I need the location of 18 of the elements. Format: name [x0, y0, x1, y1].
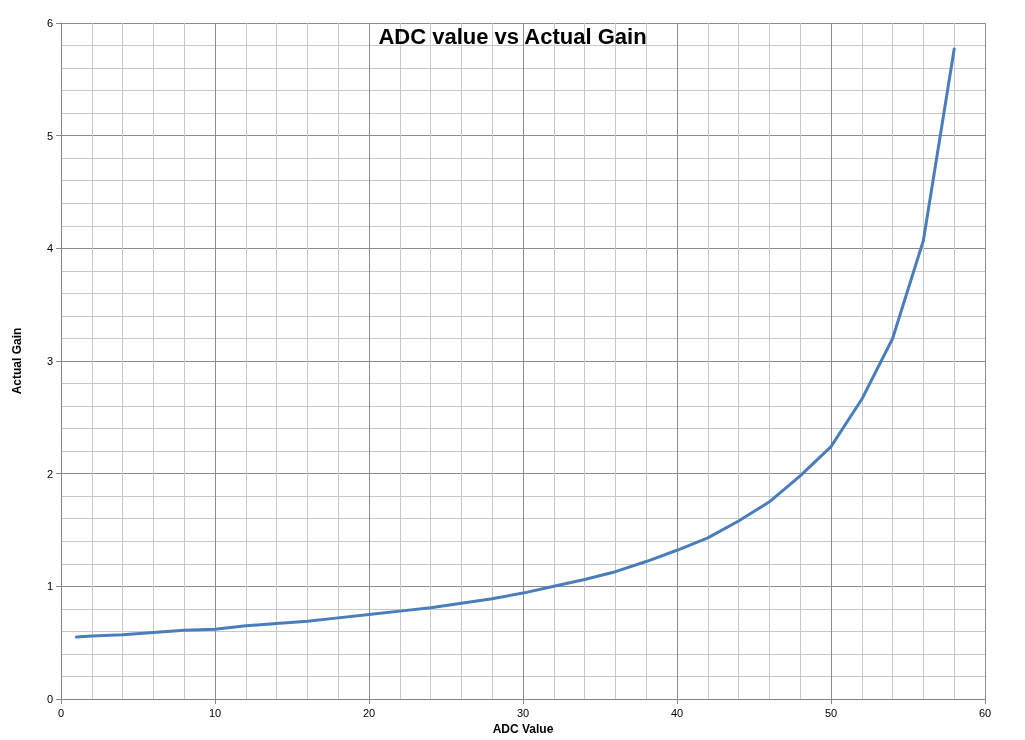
y-axis-title: Actual Gain [10, 327, 24, 395]
y-tick-label: 5 [46, 129, 53, 142]
x-tick-label: 40 [670, 706, 684, 719]
y-tick-label: 0 [46, 693, 53, 705]
y-tick-label: 4 [46, 242, 53, 255]
y-tick-label: 6 [46, 17, 53, 29]
x-axis-title: ADC Value [492, 721, 554, 736]
chart-title: ADC value vs Actual Gain [378, 23, 647, 49]
y-tick-label: 1 [46, 580, 53, 593]
x-tick-label: 20 [362, 706, 376, 719]
x-tick-label: 60 [978, 706, 992, 719]
x-tick-label: 0 [57, 706, 65, 719]
x-tick-label: 50 [824, 706, 838, 719]
y-tick-label: 3 [46, 355, 53, 367]
x-tick-label: 30 [516, 706, 530, 719]
y-tick-label: 2 [46, 467, 53, 480]
x-tick-label: 10 [208, 706, 222, 719]
line-series [74, 47, 956, 639]
